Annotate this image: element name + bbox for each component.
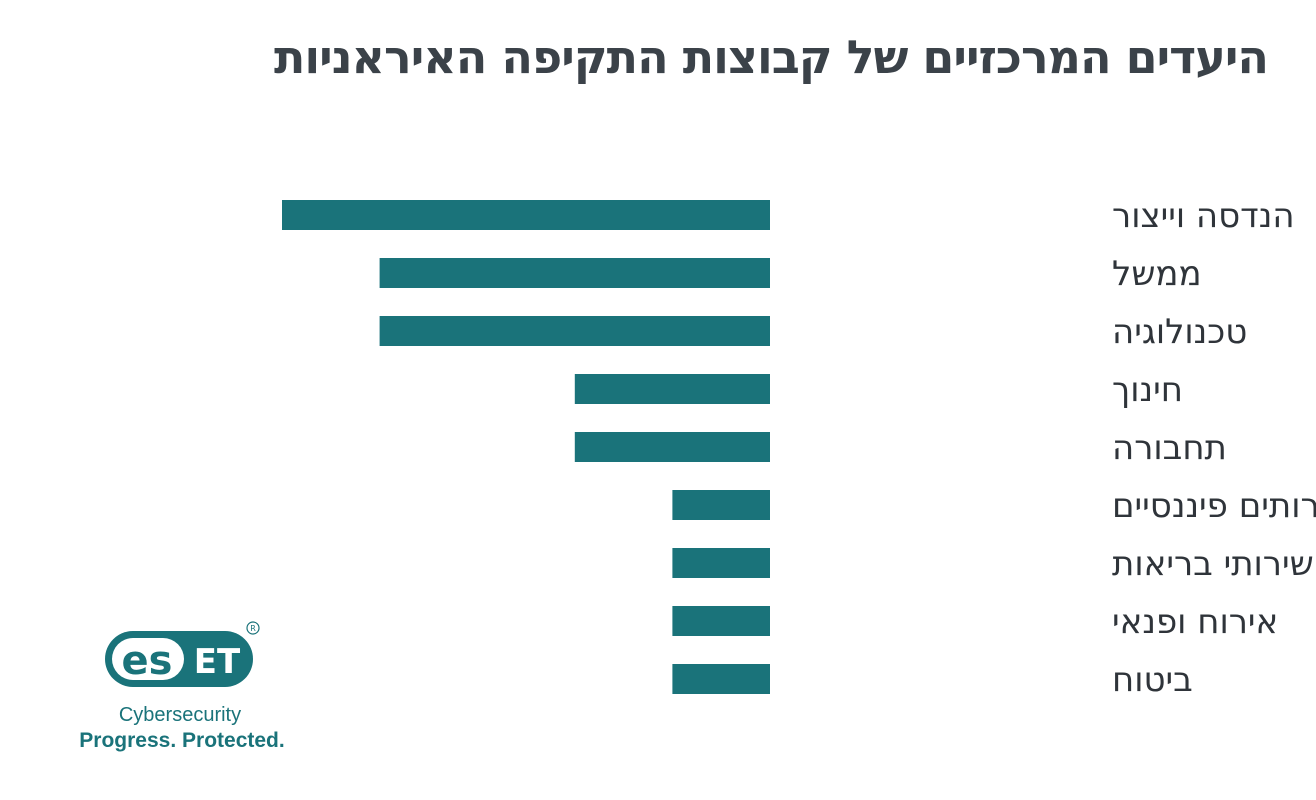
- category-label: ממשל: [1112, 254, 1202, 294]
- eset-logo: es ET R Cybersecurity Progress. Protecte…: [79, 618, 300, 752]
- category-label: ביטוח: [1112, 660, 1193, 700]
- category-label: שירותי בריאות: [1112, 544, 1314, 584]
- eset-logo-mark: es ET R: [105, 621, 260, 687]
- logo-slogan: Progress. Protected.: [79, 729, 285, 752]
- bar: [672, 606, 770, 636]
- svg-text:ET: ET: [194, 642, 241, 682]
- category-label: טכנולוגיה: [1112, 312, 1247, 352]
- svg-text:es: es: [122, 638, 173, 684]
- logo-tagline: Cybersecurity: [118, 704, 242, 726]
- chart-title: היעדים המרכזיים של קבוצות התקיפה האיראני…: [273, 30, 1269, 84]
- category-label: אירוח ופנאי: [1112, 602, 1278, 642]
- bar: [379, 316, 770, 346]
- bar: [672, 548, 770, 578]
- category-label: תחבורה: [1112, 428, 1227, 468]
- bar: [379, 258, 770, 288]
- bar: [672, 490, 770, 520]
- svg-text:R: R: [250, 624, 256, 633]
- bar: [574, 374, 770, 404]
- bar: [672, 664, 770, 694]
- bar: [574, 432, 770, 462]
- category-label: הנדסה וייצור: [1112, 196, 1295, 236]
- category-label: חינוך: [1112, 370, 1183, 410]
- category-label: שירותים פיננסיים: [1112, 486, 1316, 526]
- bar: [282, 200, 770, 230]
